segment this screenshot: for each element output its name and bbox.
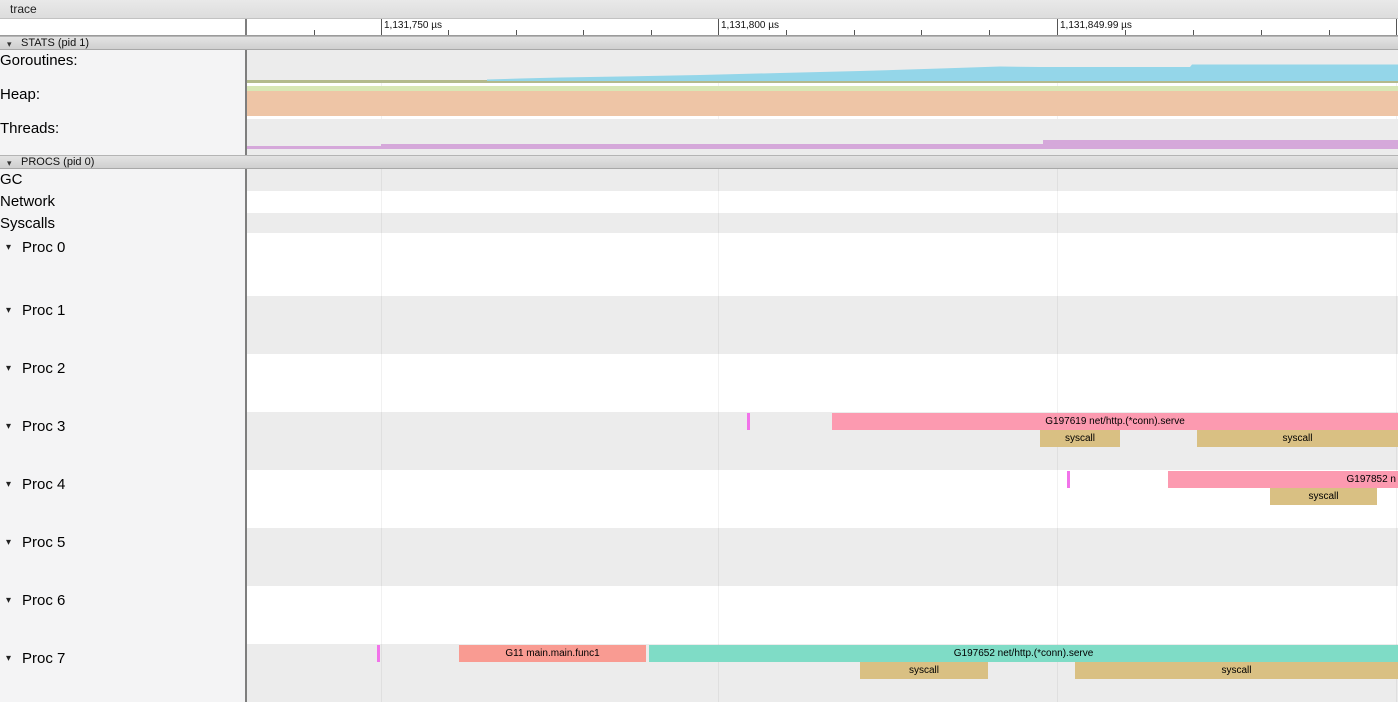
proc-5-track-row[interactable] xyxy=(246,528,1398,586)
stats-section-header[interactable]: ▾ STATS (pid 1) xyxy=(0,36,1398,50)
timeline-gridline xyxy=(1057,36,1058,702)
collapse-triangle-icon[interactable]: ▾ xyxy=(7,39,12,49)
timeline-gridline xyxy=(381,36,382,702)
ruler-major-tick xyxy=(1396,18,1397,35)
threads-series-seg2[interactable] xyxy=(381,143,1043,149)
proc-0-track-row[interactable] xyxy=(246,233,1398,296)
ruler-minor-tick xyxy=(1193,30,1194,35)
proc-1-label[interactable]: Proc 1 xyxy=(22,302,66,319)
goroutines-area-chart[interactable] xyxy=(246,50,1398,83)
proc-3-collapse-triangle-icon[interactable]: ▾ xyxy=(6,421,12,432)
goroutines-track-label: Goroutines: xyxy=(0,52,78,69)
proc-0-label[interactable]: Proc 0 xyxy=(22,239,66,256)
ruler-minor-tick xyxy=(786,30,787,35)
ruler-minor-tick xyxy=(1261,30,1262,35)
ruler-minor-tick xyxy=(651,30,652,35)
procs-section-title: PROCS (pid 0) xyxy=(21,156,95,168)
slice-g197619-net-http-conn-serve[interactable]: G197619 net/http.(*conn).serve xyxy=(832,413,1398,430)
ruler-minor-tick xyxy=(314,30,315,35)
track-label-panel xyxy=(0,35,246,702)
trace-tab-bar[interactable]: trace xyxy=(0,0,1398,19)
ruler-minor-tick xyxy=(989,30,990,35)
ruler-minor-tick xyxy=(1329,30,1330,35)
panel-divider xyxy=(245,18,247,702)
heap-allocated-series[interactable] xyxy=(246,91,1398,116)
ruler-major-tick xyxy=(718,18,719,35)
proc-1-collapse-triangle-icon[interactable]: ▾ xyxy=(6,305,12,316)
syscalls-track-label: Syscalls xyxy=(0,215,56,232)
instant-event-marker[interactable] xyxy=(377,645,380,662)
proc-1-track-row[interactable] xyxy=(246,296,1398,354)
ruler-minor-tick xyxy=(516,30,517,35)
timeline-gridline xyxy=(718,36,719,702)
goroutines-secondary-series[interactable] xyxy=(246,80,1398,83)
proc-2-collapse-triangle-icon[interactable]: ▾ xyxy=(6,363,12,374)
ruler-minor-tick xyxy=(921,30,922,35)
proc-3-label[interactable]: Proc 3 xyxy=(22,418,66,435)
instant-event-marker[interactable] xyxy=(1067,471,1070,488)
time-ruler[interactable]: 1,131,750 µs 1,131,800 µs 1,131,849.99 µs xyxy=(0,18,1398,35)
network-track-row[interactable] xyxy=(246,191,1398,213)
slice-syscall[interactable]: syscall xyxy=(1270,488,1377,505)
gc-track-label: GC xyxy=(0,171,23,188)
proc-5-label[interactable]: Proc 5 xyxy=(22,534,66,551)
ruler-minor-tick xyxy=(854,30,855,35)
slice-g197852-n[interactable]: G197852 n xyxy=(1168,471,1398,488)
trace-tab-label: trace xyxy=(10,2,37,16)
ruler-major-tick xyxy=(381,18,382,35)
syscalls-track-row[interactable] xyxy=(246,213,1398,233)
proc-7-collapse-triangle-icon[interactable]: ▾ xyxy=(6,653,12,664)
proc-4-collapse-triangle-icon[interactable]: ▾ xyxy=(6,479,12,490)
slice-syscall[interactable]: syscall xyxy=(860,662,988,679)
proc-6-collapse-triangle-icon[interactable]: ▾ xyxy=(6,595,12,606)
proc-5-collapse-triangle-icon[interactable]: ▾ xyxy=(6,537,12,548)
heap-nextgc-series[interactable] xyxy=(246,86,1398,91)
heap-track-label: Heap: xyxy=(0,86,41,103)
timeline-gridline xyxy=(1396,36,1397,702)
ruler-tick-label: 1,131,750 µs xyxy=(384,20,443,31)
network-track-label: Network xyxy=(0,193,56,210)
proc-0-collapse-triangle-icon[interactable]: ▾ xyxy=(6,242,12,253)
slice-g11-main-main-func1[interactable]: G11 main.main.func1 xyxy=(459,645,646,662)
proc-2-label[interactable]: Proc 2 xyxy=(22,360,66,377)
slice-syscall[interactable]: syscall xyxy=(1075,662,1398,679)
threads-series-seg1[interactable] xyxy=(246,146,381,149)
proc-6-track-row[interactable] xyxy=(246,586,1398,644)
ruler-minor-tick xyxy=(1125,30,1126,35)
ruler-minor-tick xyxy=(448,30,449,35)
slice-g197652-net-http-conn-serve[interactable]: G197652 net/http.(*conn).serve xyxy=(649,645,1398,662)
proc-6-label[interactable]: Proc 6 xyxy=(22,592,66,609)
gc-track-row[interactable] xyxy=(246,169,1398,191)
proc-4-label[interactable]: Proc 4 xyxy=(22,476,66,493)
instant-event-marker[interactable] xyxy=(747,413,750,430)
collapse-triangle-icon[interactable]: ▾ xyxy=(7,158,12,168)
threads-track-bg[interactable] xyxy=(246,119,1398,155)
ruler-tick-label: 1,131,849.99 µs xyxy=(1060,20,1132,31)
proc-7-label[interactable]: Proc 7 xyxy=(22,650,66,667)
procs-section-header[interactable]: ▾ PROCS (pid 0) xyxy=(0,155,1398,169)
slice-syscall[interactable]: syscall xyxy=(1040,430,1120,447)
threads-series-seg3[interactable] xyxy=(1043,139,1398,149)
ruler-major-tick xyxy=(1057,18,1058,35)
ruler-bottom-border xyxy=(0,35,1398,36)
ruler-minor-tick xyxy=(583,30,584,35)
threads-track-label: Threads: xyxy=(0,120,60,137)
ruler-tick-label: 1,131,800 µs xyxy=(721,20,780,31)
proc-2-track-row[interactable] xyxy=(246,354,1398,412)
slice-syscall[interactable]: syscall xyxy=(1197,430,1398,447)
stats-section-title: STATS (pid 1) xyxy=(21,37,90,49)
